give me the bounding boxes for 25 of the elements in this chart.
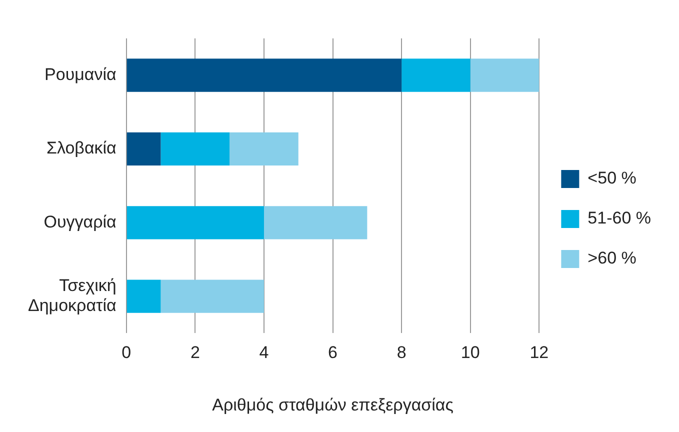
bar — [230, 132, 298, 166]
x-tick-label: 8 — [396, 343, 406, 362]
y-tick-label: Ουγγαρία — [44, 212, 117, 232]
x-tick-label: 10 — [460, 343, 480, 362]
y-tick-label: Σλοβακία — [46, 138, 117, 158]
x-tick-label: 0 — [122, 343, 132, 362]
x-tick-label: 4 — [259, 343, 269, 362]
legend-label: <50 % — [588, 168, 636, 188]
bar — [264, 206, 368, 240]
bar — [402, 58, 470, 92]
bar — [160, 132, 230, 166]
bar — [126, 58, 402, 92]
y-tick-label: Ρουμανία — [44, 64, 117, 84]
legend-label: 51-60 % — [588, 208, 652, 228]
bar — [160, 280, 264, 313]
x-axis-title: Αριθμός σταθμών επεξεργασίας — [212, 395, 454, 414]
x-tick-label: 12 — [530, 343, 549, 362]
x-tick-label: 2 — [190, 343, 200, 362]
bar — [470, 58, 540, 92]
bar — [126, 206, 264, 240]
legend-label: >60 % — [588, 248, 636, 268]
bar — [126, 280, 161, 313]
x-tick-label: 6 — [328, 343, 338, 362]
bar — [126, 132, 161, 166]
y-tick-label: Τσεχική Δημοκρατία — [28, 276, 117, 316]
